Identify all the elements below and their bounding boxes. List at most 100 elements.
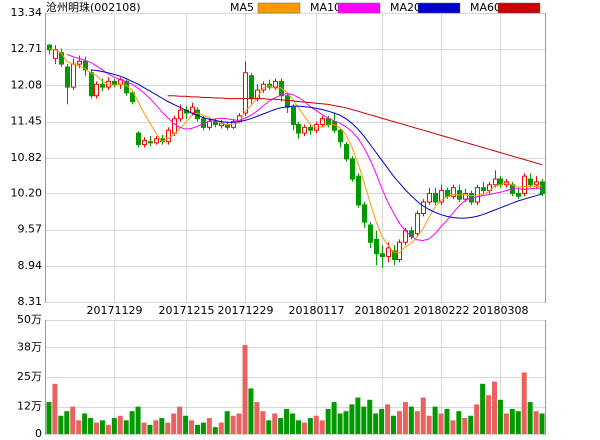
candle-body [433,192,438,203]
volume-bar [194,424,200,434]
y-tick-label: 25万 [17,370,42,383]
candle-body [154,138,159,144]
volume-bar [236,413,242,434]
volume-bar [260,411,266,434]
volume-bar [284,408,290,434]
x-tick-label: 20180201 [355,304,411,317]
legend-label: MA20 [390,1,421,14]
volume-bar [248,388,254,434]
volume-bar [212,427,218,434]
volume-bar [468,415,474,434]
volume-bar [290,413,296,434]
y-tick-label: 8.94 [18,259,43,272]
candle-body [94,83,99,97]
volume-bar [474,404,480,434]
y-tick-label: 10.82 [11,151,43,164]
candle-body [356,175,361,206]
legend-swatch [417,2,461,14]
volume-bar [64,411,70,434]
candle-body [540,181,545,194]
volume-bar [349,404,355,434]
candle-body [166,129,171,143]
candle-body [83,60,88,71]
volume-bar [391,415,397,434]
volume-bar [414,411,420,434]
volume-bar [355,397,361,434]
volume-bar [159,418,165,434]
volume-bar [385,404,391,434]
volume-bar [450,420,456,434]
candle-body [344,144,349,160]
volume-bar [117,415,123,434]
volume-bar [361,406,367,434]
candle-body [71,63,76,88]
x-tick-label: 20180222 [414,304,470,317]
volume-bar [278,418,284,434]
candle-body [178,109,183,120]
volume-bar [373,413,379,434]
volume-bar [367,399,373,434]
volume-bar [444,408,450,434]
candle-body [249,75,254,100]
volume-bar [123,420,129,434]
y-tick-label: 13.34 [11,6,43,19]
candle-body [243,72,248,114]
legend-label: MA10 [310,1,341,14]
volume-bar [456,411,462,434]
candle-body [308,126,313,131]
volume-bar [492,381,498,434]
volume-bar [402,402,408,434]
volume-bar [141,422,147,434]
candle-body [130,92,135,102]
ma-line [48,48,543,254]
x-tick-label: 20180308 [473,304,529,317]
ma-line [90,69,543,219]
candle-body [338,129,343,143]
candle-body [481,187,486,192]
volume-bar [307,418,313,434]
candle-body [439,190,444,203]
candle-body [463,192,468,200]
y-tick-label: 12万 [17,400,42,413]
candle-body [427,192,432,203]
candle-body [273,80,278,88]
y-tick-label: 9.57 [18,223,43,236]
candle-body [498,178,503,186]
volume-bar [343,411,349,434]
volume-bar [539,413,545,434]
candle-body [380,253,385,258]
candle-body [386,247,391,258]
y-tick-label: 10.20 [11,186,43,199]
candle-body [528,178,533,186]
volume-bar [420,397,426,434]
candle-body [148,141,153,144]
legend-swatch [497,2,541,14]
volume-bar [408,406,414,434]
volume-bar [153,420,159,434]
y-tick-label: 0 [35,427,42,440]
volume-bar [515,411,521,434]
volume-bar [135,406,141,434]
x-tick-label: 20180117 [289,304,345,317]
candle-body [362,204,367,223]
volume-bar [432,406,438,434]
volume-bar [177,406,183,434]
candle-body [112,80,117,85]
candle-body [77,60,82,65]
volume-bar [527,402,533,434]
volume-bar [183,415,189,434]
volume-bar [242,345,248,434]
volume-bar [82,413,88,434]
candle-body [320,118,325,125]
y-tick-label: 11.45 [11,115,43,128]
y-tick-label: 50万 [17,313,42,326]
volume-bar [533,411,539,434]
volume-bar [462,418,468,434]
legend-swatch [257,2,301,14]
candle-body [421,201,426,215]
y-tick-label: 12.71 [11,42,43,55]
candle-body [136,132,141,146]
volume-bar [254,402,260,434]
volume-bar [331,402,337,434]
candle-body [100,83,105,88]
